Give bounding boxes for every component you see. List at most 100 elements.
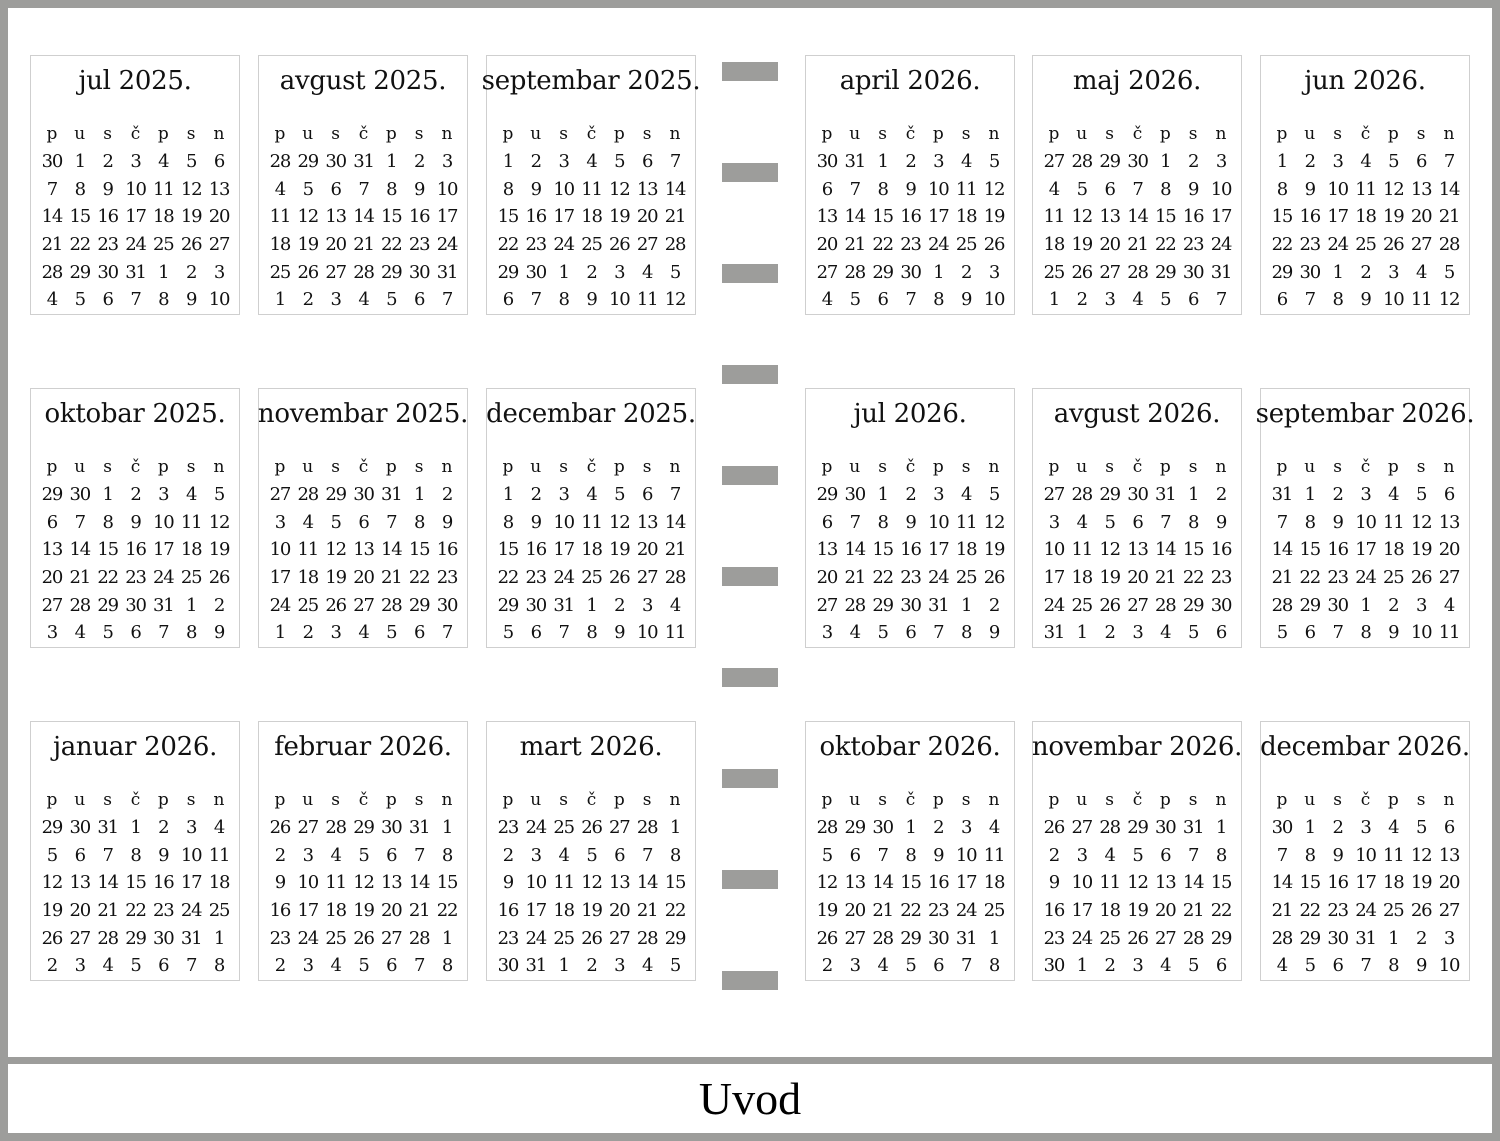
day-cell: 17 (297, 900, 320, 922)
weekday-label: u (530, 789, 542, 810)
day-cell: 4 (358, 622, 369, 644)
day-cell: 24 (1355, 900, 1377, 922)
day-cell: 24 (153, 567, 175, 589)
weekday-label: s (1333, 456, 1342, 477)
day-cell: 9 (441, 511, 453, 533)
day-cell: 9 (158, 844, 169, 866)
day-cell: 8 (961, 622, 972, 644)
week-row: 27 28 29 30 31 1 2 (38, 591, 233, 619)
day-cell: 9 (1215, 511, 1227, 533)
day-cell: 25 (1071, 594, 1094, 616)
day-cell: 27 (1043, 151, 1066, 173)
day-cell: 6 (1215, 622, 1227, 644)
week-row: 6 7 8 9 10 11 12 (494, 286, 689, 314)
day-cell: 28 (636, 927, 659, 949)
day-cell: 6 (1276, 289, 1288, 311)
day-cell: 18 (208, 872, 231, 894)
day-cell: 9 (1416, 955, 1427, 977)
day-cell: 19 (581, 900, 603, 922)
day-cell: 1 (441, 817, 453, 839)
day-cell: 18 (269, 234, 292, 256)
day-cell: 20 (844, 900, 867, 922)
day-cell: 16 (1327, 872, 1349, 894)
month-calendar: jul 2026. p u s č p s n 29 30 1 2 3 4 5 6 7 8 9 10 11 12 13 14 1… (805, 388, 1015, 648)
week-row: 27 28 29 30 31 1 2 (813, 591, 1008, 619)
day-cell: 8 (1360, 622, 1371, 644)
day-cell: 3 (1360, 484, 1371, 506)
day-cell: 2 (821, 955, 833, 977)
day-cell: 3 (642, 594, 653, 616)
day-cell: 25 (1383, 900, 1405, 922)
month-calendar: decembar 2026. p u s č p s n 30 1 2 3 4 5 6 7 8 9 10 11 12 13… (1260, 721, 1470, 981)
day-cell: 30 (1127, 484, 1149, 506)
day-cell: 8 (1304, 844, 1316, 866)
day-cell: 2 (1332, 817, 1343, 839)
day-cell: 5 (1276, 622, 1288, 644)
day-cell: 17 (928, 539, 950, 561)
day-grid: p u s č p s n 27 28 29 30 31 1 2 3 4 5 6 7 8 9 10 11 12 13 14 15 16… (266, 453, 461, 647)
day-cell: 7 (961, 955, 972, 977)
day-cell: 1 (558, 955, 569, 977)
day-cell: 12 (816, 872, 839, 894)
day-cell: 6 (877, 289, 888, 311)
day-cell: 5 (74, 289, 86, 311)
weekday-label: p (613, 123, 625, 144)
day-cell: 30 (816, 151, 839, 173)
day-cell: 31 (408, 817, 431, 839)
day-cell: 1 (1076, 622, 1088, 644)
day-cell: 1 (1188, 484, 1199, 506)
week-row: 8 9 10 11 12 13 14 (494, 508, 689, 536)
day-cell: 3 (558, 484, 569, 506)
day-cell: 13 (353, 539, 375, 561)
day-cell: 15 (1271, 206, 1294, 228)
day-cell: 12 (41, 872, 64, 894)
day-cell: 27 (1099, 261, 1121, 283)
day-cell: 11 (1099, 872, 1121, 894)
day-cell: 6 (849, 844, 861, 866)
day-cell: 23 (1210, 567, 1233, 589)
day-cell: 3 (614, 955, 625, 977)
day-cell: 2 (1076, 289, 1088, 311)
day-cell: 10 (983, 289, 1006, 311)
day-cell: 2 (502, 844, 514, 866)
day-cell: 24 (928, 567, 950, 589)
day-cell: 23 (1327, 900, 1349, 922)
day-cell: 31 (180, 927, 203, 949)
day-cell: 10 (1438, 955, 1461, 977)
day-cell: 28 (1438, 234, 1461, 256)
weekday-label: č (1360, 123, 1371, 144)
day-cell: 27 (636, 234, 659, 256)
day-cell: 2 (441, 484, 453, 506)
day-cell: 27 (1155, 927, 1177, 949)
week-row: 26 27 28 29 30 31 1 (266, 814, 461, 842)
day-cell: 18 (581, 539, 603, 561)
day-grid: p u s č p s n 28 29 30 31 1 2 3 4 5 6 7 8 9 10 11 12 13 14 15 16 17… (266, 120, 461, 314)
day-grid: p u s č p s n 30 1 2 3 4 5 6 7 8 9 10 11 12 13 14 15 16 17 18 19 20… (1268, 786, 1463, 980)
day-cell: 29 (664, 927, 687, 949)
weekday-label: p (1048, 789, 1060, 810)
day-grid: p u s č p s n 1 2 3 4 5 6 7 8 9 10 11 12 13 14 15 16 17 18 19 20 21… (494, 120, 689, 314)
day-cell: 24 (553, 567, 575, 589)
day-cell: 9 (1304, 178, 1316, 200)
week-row: 4 5 6 7 8 9 10 (813, 286, 1008, 314)
day-cell: 6 (1443, 484, 1455, 506)
day-cell: 3 (558, 151, 569, 173)
day-cell: 10 (928, 178, 950, 200)
day-cell: 22 (125, 900, 147, 922)
weekday-label: n (1443, 123, 1455, 144)
day-cell: 14 (664, 178, 687, 200)
day-cell: 24 (269, 594, 292, 616)
day-cell: 9 (905, 511, 916, 533)
day-cell: 4 (102, 955, 113, 977)
day-grid: p u s č p s n 30 1 2 3 4 5 6 7 8 9 10 11 12 13 14 15 16 17 18 19 20… (38, 120, 233, 314)
day-cell: 22 (408, 567, 431, 589)
day-cell: 2 (1104, 622, 1115, 644)
day-cell: 8 (1304, 511, 1316, 533)
month-title: januar 2026. (52, 732, 218, 762)
day-cell: 11 (1355, 178, 1377, 200)
day-cell: 2 (1360, 261, 1371, 283)
